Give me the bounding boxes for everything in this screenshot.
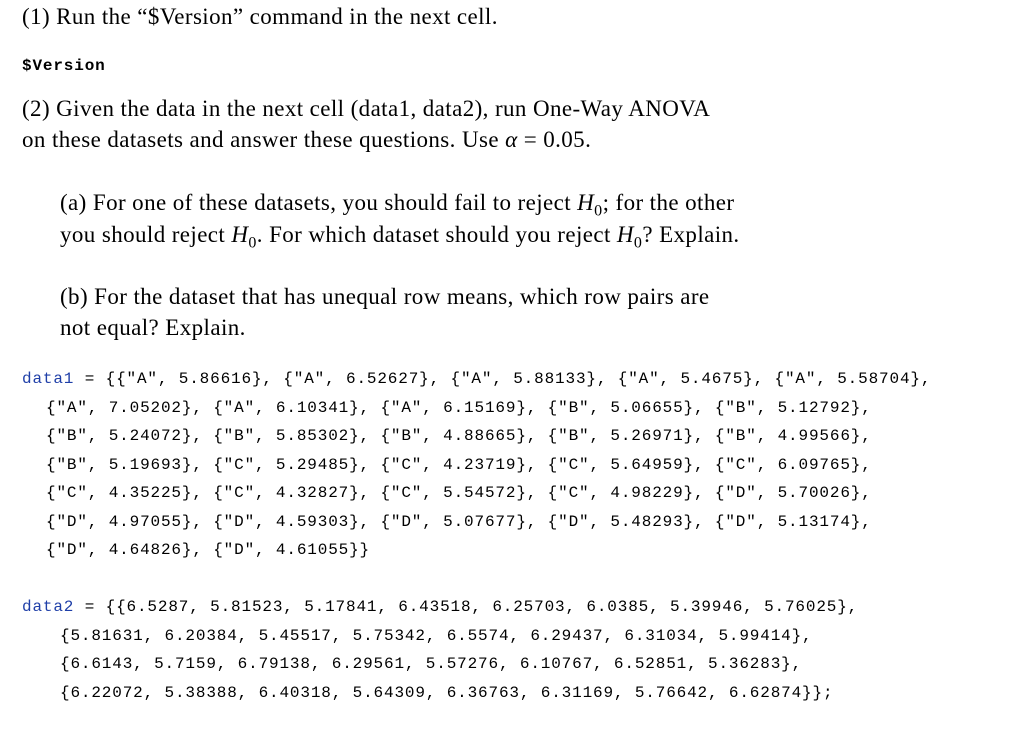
part-a-text: . For which dataset should you reject [256, 222, 617, 247]
h-letter: H [616, 222, 634, 247]
part-a-text: ; for the other [602, 190, 735, 215]
data2-values: = {{6.5287, 5.81523, 5.17841, 6.43518, 6… [74, 598, 859, 616]
data2-line: {5.81631, 6.20384, 5.45517, 5.75342, 6.5… [60, 627, 813, 645]
data2-line: data2 = {{6.5287, 5.81523, 5.17841, 6.43… [22, 598, 858, 616]
part-a-line-2: you should reject H0. For which dataset … [60, 222, 740, 253]
h-letter: H [577, 190, 595, 215]
alpha-symbol: α [505, 127, 518, 152]
part-a-text: ? Explain. [642, 222, 740, 247]
data2-line: {6.6143, 5.7159, 6.79138, 6.29561, 5.572… [60, 655, 803, 673]
h-subscript: 0 [633, 234, 643, 252]
h-letter: H [231, 222, 249, 247]
data1-line: {"D", 4.64826}, {"D", 4.61055}} [46, 541, 370, 559]
question-2-line-1: (2) Given the data in the next cell (dat… [22, 96, 711, 121]
part-b-line-2: not equal? Explain. [60, 315, 246, 340]
question-1-text: (1) Run the “$Version” command in the ne… [22, 4, 498, 29]
question-2-line-2: on these datasets and answer these quest… [22, 127, 591, 153]
h0-symbol: H0 [577, 190, 602, 220]
data1-line: {"D", 4.97055}, {"D", 4.59303}, {"D", 5.… [46, 513, 872, 531]
part-a-line-1: (a) For one of these datasets, you shoul… [60, 190, 734, 221]
version-input-cell[interactable]: $Version [22, 57, 106, 75]
h0-symbol: H0 [231, 222, 256, 252]
data1-line: {"B", 5.19693}, {"C", 5.29485}, {"C", 4.… [46, 456, 872, 474]
part-a-text: you should reject [60, 222, 232, 247]
part-a-text: (a) For one of these datasets, you shoul… [60, 190, 578, 215]
data1-line: data1 = {{"A", 5.86616}, {"A", 6.52627},… [22, 370, 931, 388]
data1-values: = {{"A", 5.86616}, {"A", 6.52627}, {"A",… [74, 370, 932, 388]
data1-line: {"C", 4.35225}, {"C", 4.32827}, {"C", 5.… [46, 484, 872, 502]
h-subscript: 0 [248, 234, 257, 252]
data1-line: {"A", 7.05202}, {"A", 6.10341}, {"A", 6.… [46, 399, 872, 417]
h-subscript: 0 [594, 202, 603, 220]
alpha-value: = 0.05. [517, 127, 592, 152]
data1-line: {"B", 5.24072}, {"B", 5.85302}, {"B", 4.… [46, 427, 872, 445]
q2-text: on these datasets and answer these quest… [22, 127, 506, 152]
part-b-line-1: (b) For the dataset that has unequal row… [60, 284, 710, 309]
data2-line: {6.22072, 5.38388, 6.40318, 5.64309, 6.3… [60, 684, 834, 702]
data1-variable: data1 [22, 370, 75, 388]
h0-symbol: H0 [616, 222, 642, 252]
data2-variable: data2 [22, 598, 75, 616]
